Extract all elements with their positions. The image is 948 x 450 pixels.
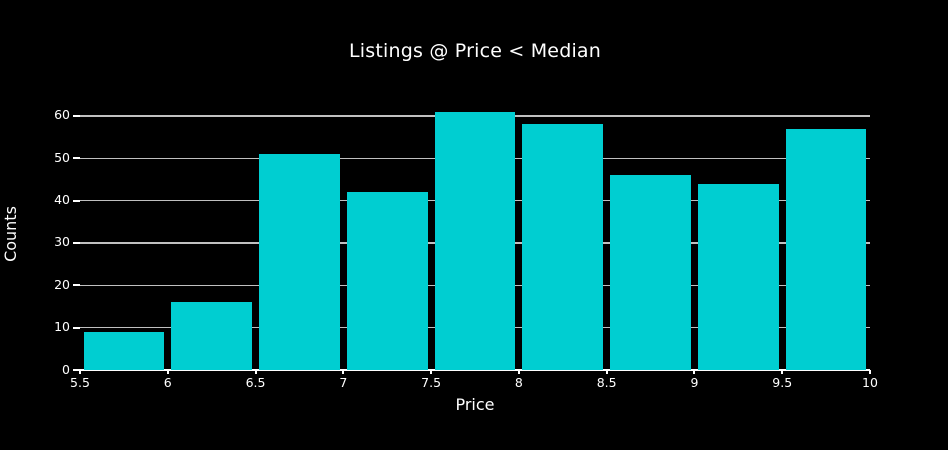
x-tick-label: 5.5 bbox=[70, 375, 90, 390]
y-tick-mark bbox=[73, 369, 80, 371]
y-tick-label: 0 bbox=[62, 361, 70, 377]
histogram-bar bbox=[259, 154, 340, 370]
x-tick-mark bbox=[254, 370, 257, 374]
x-tick-mark bbox=[430, 370, 433, 374]
x-tick-mark bbox=[693, 370, 696, 374]
histogram-bar bbox=[171, 302, 253, 370]
x-tick-label: 8 bbox=[514, 375, 523, 390]
x-tick-mark bbox=[781, 370, 784, 374]
x-tick-mark bbox=[869, 370, 871, 374]
y-tick-label: 40 bbox=[54, 192, 70, 208]
histogram-bar bbox=[697, 183, 779, 370]
x-axis-label: Price bbox=[455, 395, 495, 414]
y-tick-mark bbox=[73, 114, 80, 117]
y-tick-mark bbox=[73, 284, 80, 287]
y-tick-label: 20 bbox=[54, 276, 70, 292]
x-tick-label: 8.5 bbox=[596, 375, 617, 390]
x-tick-label: 10 bbox=[862, 375, 878, 390]
y-tick-label: 60 bbox=[54, 107, 70, 123]
y-tick-label: 50 bbox=[54, 149, 70, 165]
x-tick-mark bbox=[605, 370, 608, 374]
y-tick-label: 30 bbox=[54, 234, 70, 250]
plot-area: 0 10 20 30 40 50 60 5.5 6 6.5 7 7.5 8 8.5 9 9.5 10 bbox=[54, 99, 878, 390]
histogram-bar bbox=[785, 128, 867, 370]
y-tick-mark bbox=[73, 326, 80, 329]
x-tick-label: 7.5 bbox=[421, 375, 442, 390]
x-tick-mark bbox=[79, 370, 81, 374]
y-axis-label: Counts bbox=[1, 206, 20, 262]
chart-title: Listings @ Price < Median bbox=[348, 40, 602, 62]
histogram-bar bbox=[83, 331, 165, 370]
x-tick-label: 7 bbox=[339, 375, 348, 390]
y-tick-mark bbox=[73, 157, 80, 160]
x-tick-label: 9 bbox=[690, 375, 699, 390]
x-tick-label: 6.5 bbox=[245, 375, 266, 390]
y-tick-mark bbox=[73, 241, 80, 244]
histogram-bar bbox=[346, 192, 428, 370]
histogram-bar bbox=[610, 175, 691, 370]
histogram-bar bbox=[522, 124, 604, 370]
y-tick-mark bbox=[73, 199, 80, 202]
y-tick-label: 10 bbox=[54, 319, 70, 335]
x-axis-spine bbox=[80, 369, 870, 371]
x-tick-mark bbox=[342, 370, 345, 374]
histogram-bar bbox=[434, 111, 516, 370]
x-tick-mark bbox=[517, 370, 520, 374]
x-tick-mark bbox=[166, 370, 169, 374]
x-tick-label: 6 bbox=[163, 375, 172, 390]
x-tick-label: 9.5 bbox=[772, 375, 793, 390]
